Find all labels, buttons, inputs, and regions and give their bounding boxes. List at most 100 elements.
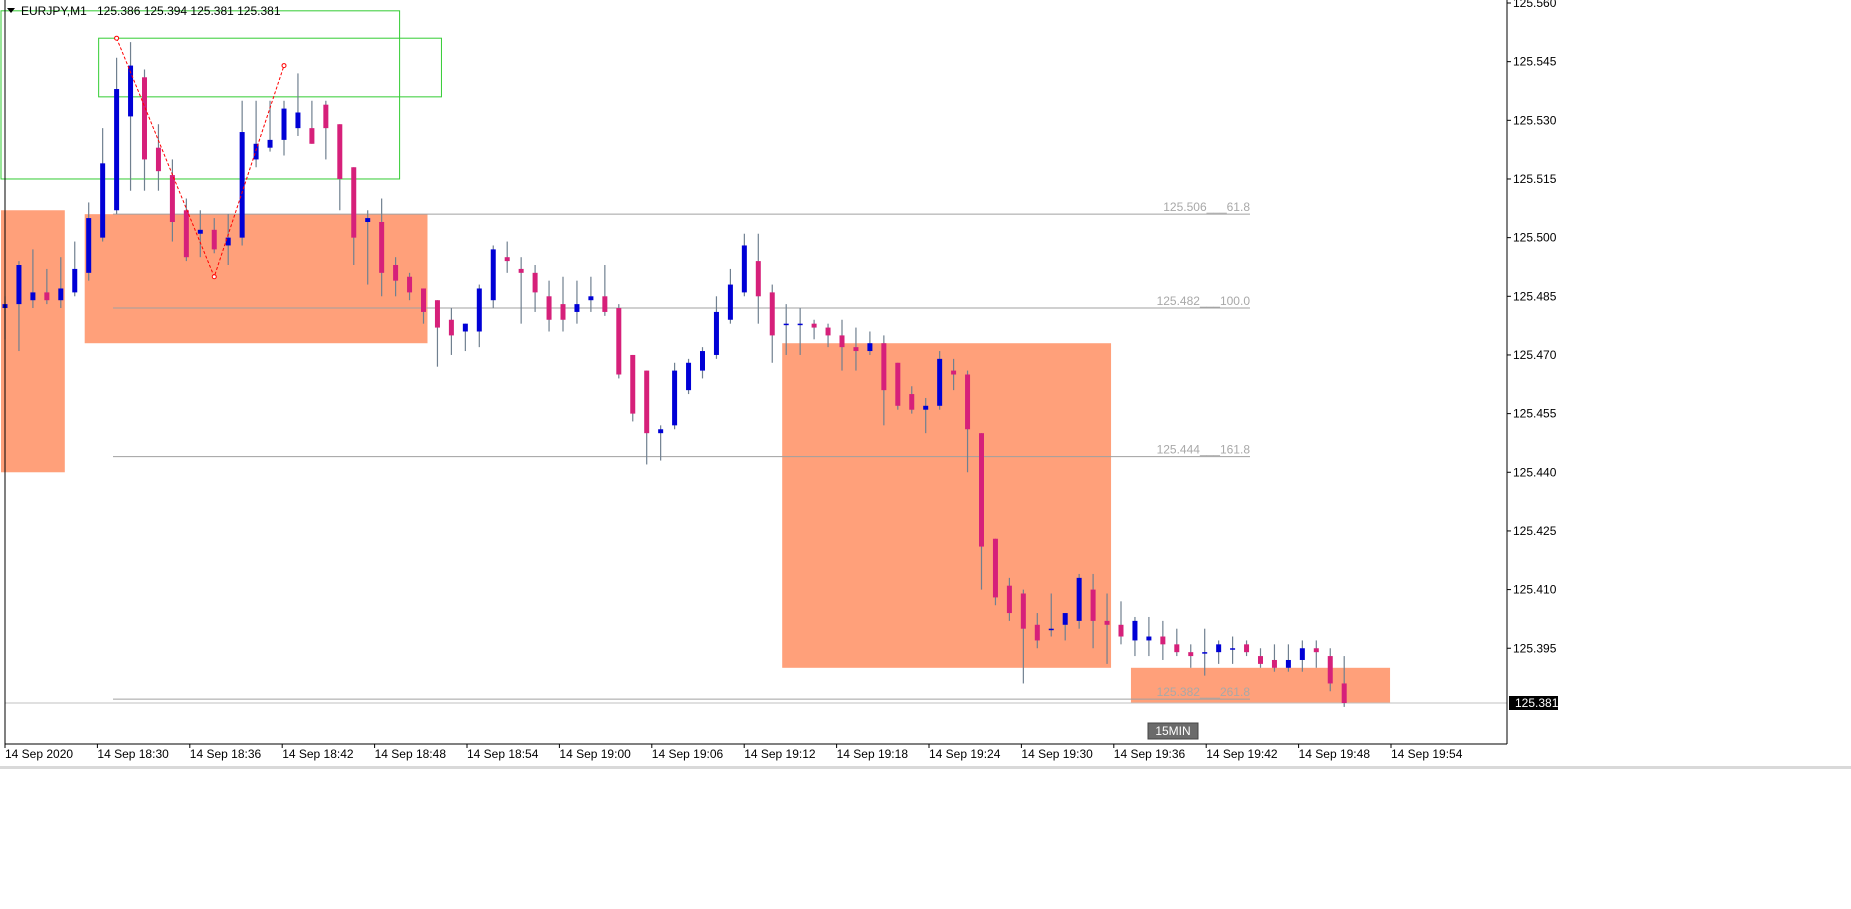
time-tick-label: 14 Sep 18:42 [282, 747, 354, 761]
price-tick-label: 125.560 [1513, 0, 1557, 10]
current-price-label: 125.381 [1515, 696, 1559, 710]
time-tick-label: 14 Sep 19:42 [1206, 747, 1278, 761]
bull-candle [727, 284, 733, 320]
price-tick-label: 125.530 [1513, 113, 1557, 127]
zigzag-line [114, 35, 287, 280]
chart-menu-arrow-icon[interactable] [7, 8, 15, 13]
bull-candle [713, 311, 719, 355]
bear-candle [1313, 648, 1319, 653]
bear-candle [951, 370, 957, 375]
bottom-scroll-strip [0, 766, 1851, 769]
price-tick-label: 125.440 [1513, 465, 1557, 479]
bear-candle [323, 104, 329, 129]
bull-candle [462, 323, 468, 332]
bear-candle [1327, 656, 1333, 684]
time-tick-label: 14 Sep 19:18 [837, 747, 909, 761]
bull-candle [128, 65, 134, 117]
bear-candle [853, 347, 859, 352]
candlestick-series [2, 42, 1347, 707]
bear-candle [393, 265, 399, 281]
bull-candle [1076, 577, 1082, 621]
bear-candle [979, 433, 984, 547]
bear-candle [309, 128, 315, 144]
bull-candle [365, 218, 371, 222]
timeframe-badge [1147, 722, 1199, 740]
bull-candle [490, 249, 496, 301]
time-tick-label: 14 Sep 2020 [5, 747, 73, 761]
bull-candle [1062, 613, 1068, 625]
price-tick-label: 125.500 [1513, 231, 1557, 245]
bull-candle [1299, 648, 1305, 660]
chart-header: EURJPY,M1 125.386 125.394 125.381 125.38… [7, 4, 281, 18]
time-tick-label: 14 Sep 19:54 [1391, 747, 1463, 761]
time-tick-label: 14 Sep 18:30 [97, 747, 169, 761]
bear-candle [825, 327, 831, 336]
bear-candle [532, 272, 538, 293]
zigzag-pivot [114, 35, 120, 41]
price-tick-label: 125.395 [1513, 641, 1557, 655]
rectangle-objects [0, 10, 442, 180]
bull-candle [86, 218, 92, 273]
bear-candle [504, 257, 510, 262]
bull-candle [574, 304, 580, 312]
fib-level-label: 125.482___100.0 [1157, 294, 1251, 308]
bull-candle [741, 245, 747, 293]
bear-candle [881, 343, 887, 391]
range-box [0, 10, 401, 180]
bear-candle [992, 538, 998, 598]
bull-candle [476, 288, 482, 332]
bull-candle [225, 237, 231, 246]
bull-candle [1230, 648, 1236, 650]
time-tick-label: 14 Sep 19:06 [652, 747, 724, 761]
zone-rect [1130, 667, 1391, 703]
bull-candle [1146, 636, 1152, 641]
axes: 125.560 125.545 125.530 125.515 125.500 125.4… [0, 0, 1851, 769]
bull-candle [797, 323, 803, 326]
range-box [98, 37, 442, 98]
fib-level-label: 125.506___61.8 [1163, 200, 1250, 214]
bear-candle [421, 288, 426, 312]
bear-candle [169, 175, 175, 222]
bull-candle [686, 362, 692, 391]
supply-demand-zones [1, 210, 1391, 703]
bull-candle [295, 112, 301, 129]
bear-candle [448, 319, 454, 336]
bull-candle [16, 265, 22, 305]
bull-candle [281, 108, 287, 140]
bull-candle [58, 288, 64, 301]
bull-candle [1048, 628, 1054, 631]
bear-candle [1090, 589, 1096, 621]
bull-candle [1132, 620, 1138, 641]
price-tick-label: 125.410 [1513, 583, 1557, 597]
bear-candle [616, 308, 622, 375]
bear-candle [644, 370, 650, 434]
bear-candle [895, 362, 901, 406]
bear-candle [183, 210, 189, 258]
bull-candle [72, 268, 78, 293]
fibonacci-levels: 125.506___61.8 125.482___100.0 125.444___1… [5, 200, 1507, 704]
bear-candle [44, 292, 50, 301]
bull-candle [239, 132, 245, 238]
bear-candle [769, 292, 775, 336]
bear-candle [909, 394, 915, 410]
bull-candle [197, 229, 203, 234]
zone-rect [84, 214, 428, 344]
time-tick-label: 14 Sep 19:30 [1021, 747, 1093, 761]
bull-candle [588, 296, 594, 301]
bear-candle [337, 124, 343, 179]
time-tick-label: 14 Sep 18:54 [467, 747, 539, 761]
bull-candle [30, 292, 36, 301]
bull-candle [783, 323, 789, 326]
bear-candle [560, 304, 566, 320]
ohlc-quote: 125.386 125.394 125.381 125.381 [97, 4, 281, 18]
fib-level-label: 125.382___261.8 [1157, 685, 1251, 699]
time-tick-label: 14 Sep 19:48 [1299, 747, 1371, 761]
price-tick-label: 125.470 [1513, 348, 1557, 362]
time-tick-label: 14 Sep 19:36 [1114, 747, 1186, 761]
bull-candle [672, 370, 678, 426]
current-price-badge [1509, 696, 1558, 710]
bull-candle [114, 89, 120, 211]
bull-candle [1216, 644, 1222, 653]
bull-candle [700, 351, 705, 371]
